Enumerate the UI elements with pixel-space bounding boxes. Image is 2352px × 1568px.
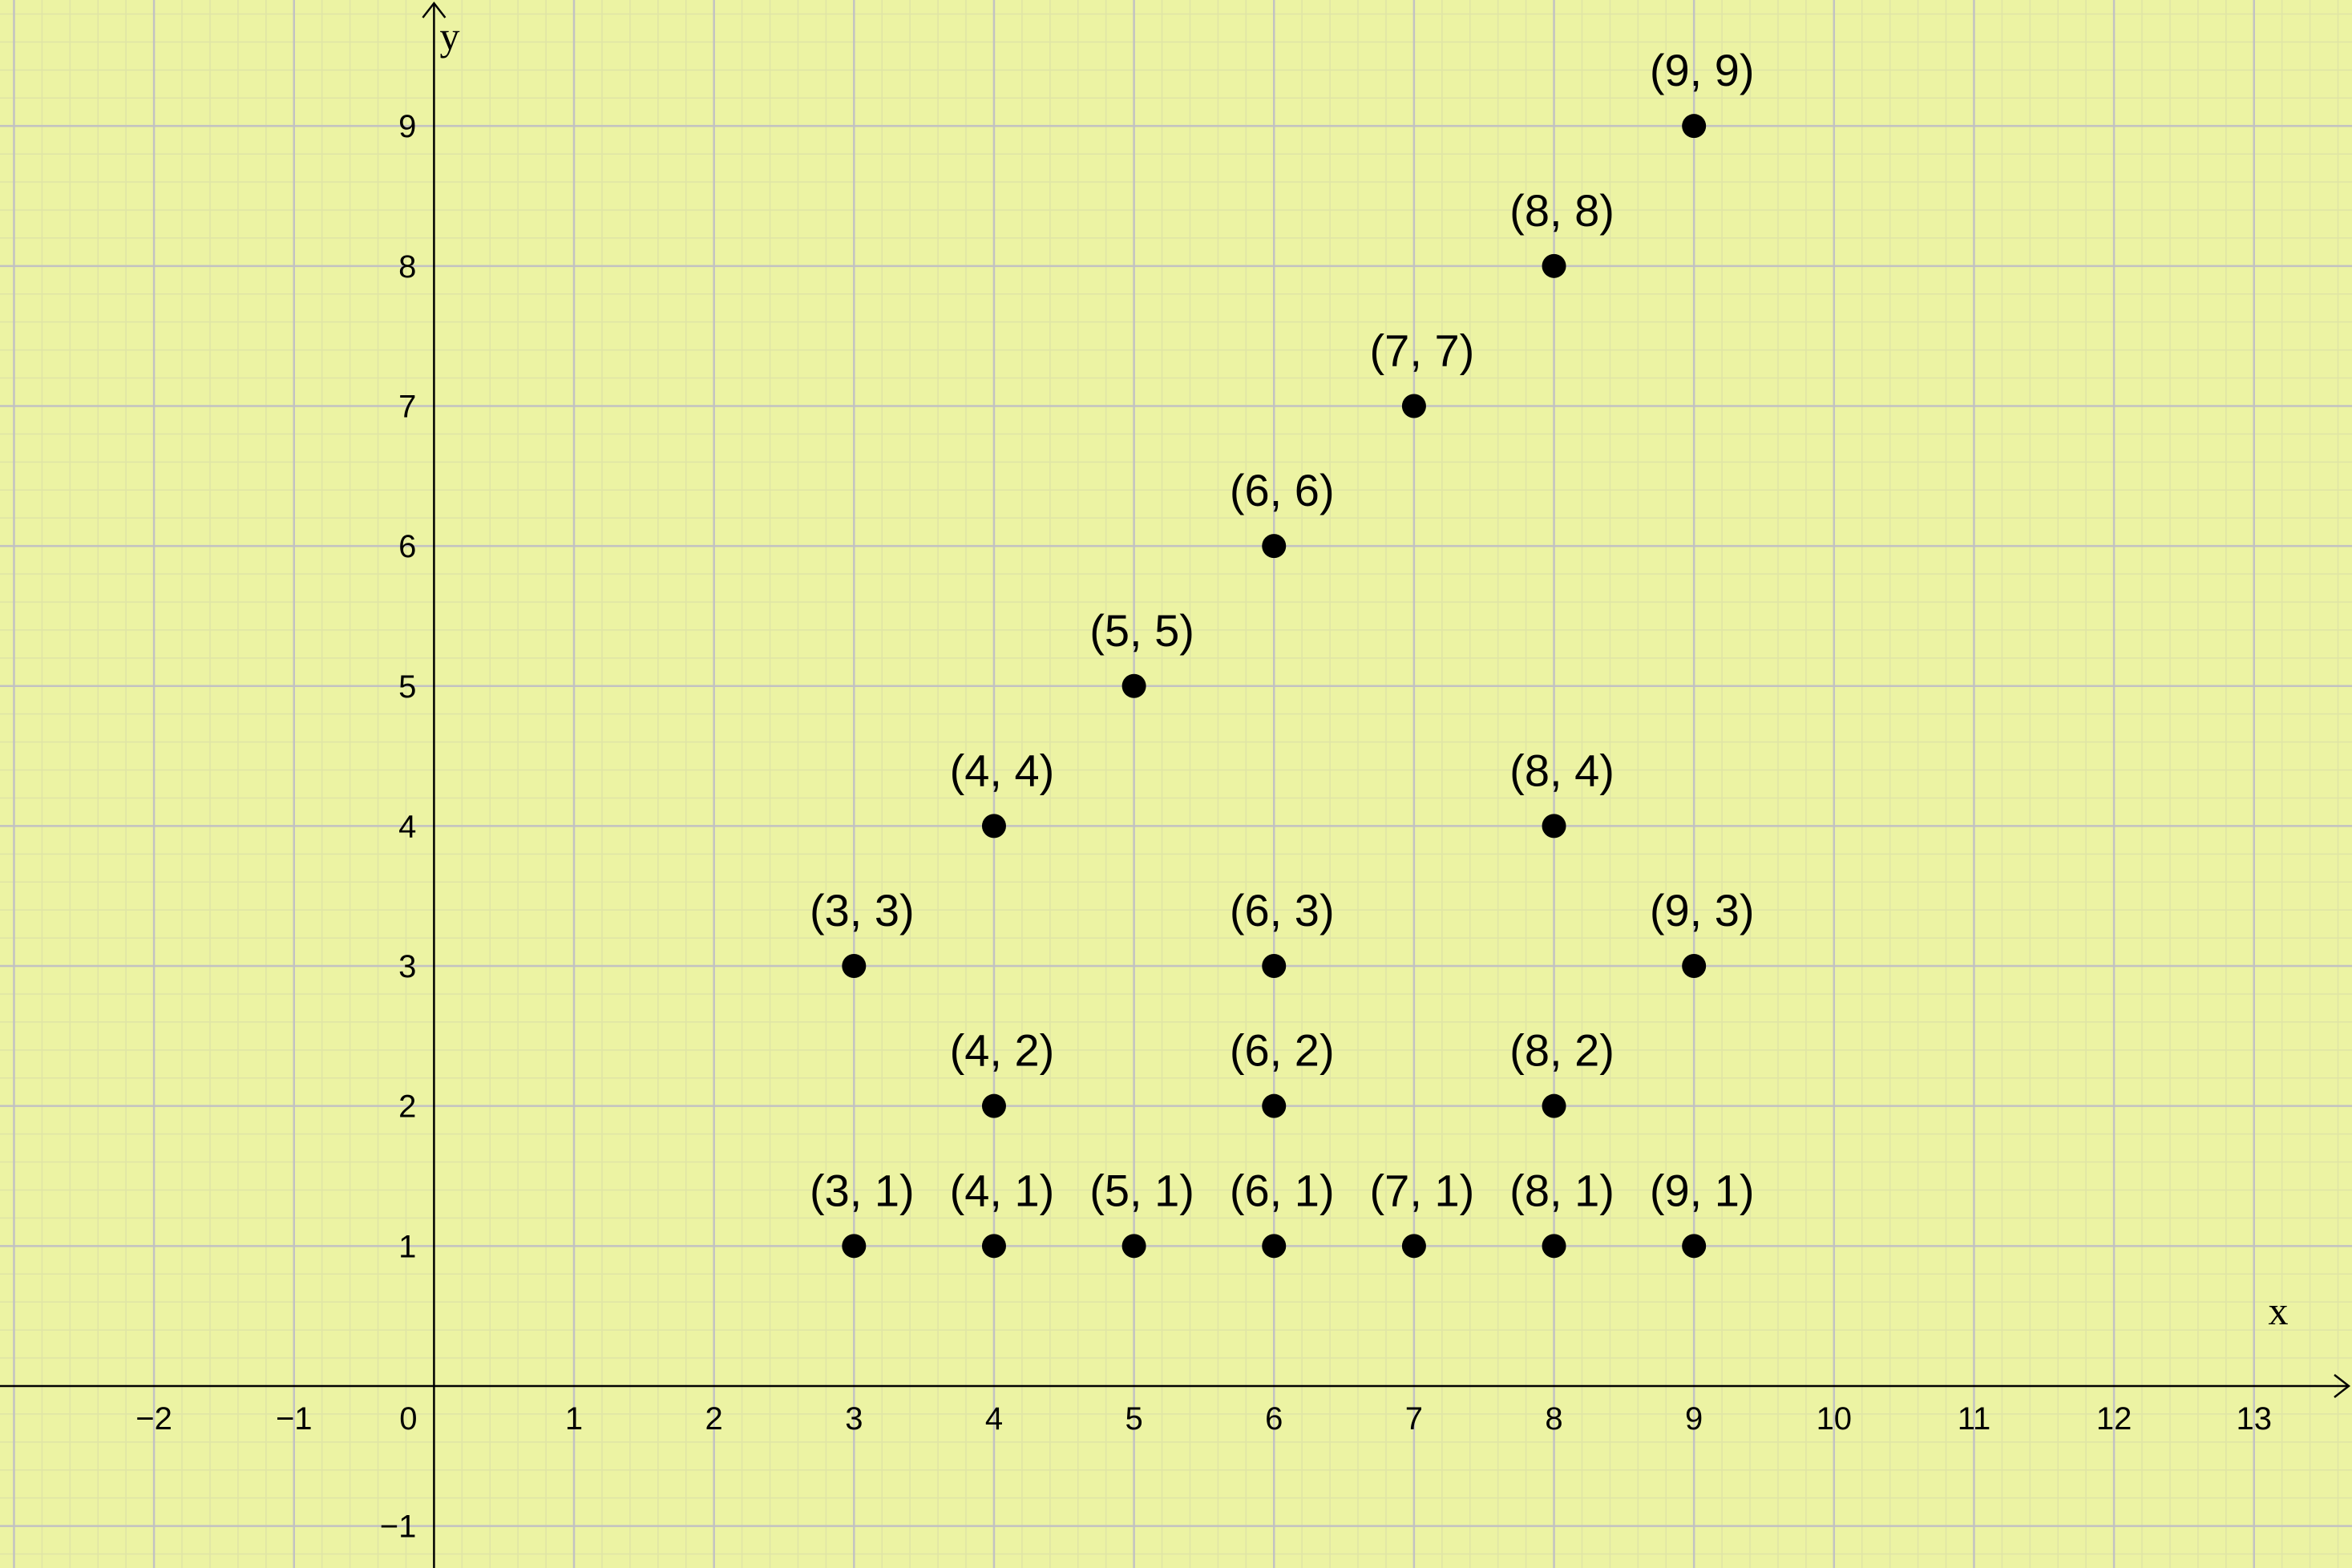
point-label: (3, 1) (810, 1165, 915, 1215)
x-tick-label: 11 (1958, 1401, 1991, 1437)
x-tick-label: 4 (985, 1401, 1003, 1437)
point-label: (8, 2) (1509, 1025, 1614, 1076)
data-point (1682, 114, 1707, 139)
data-point (1262, 954, 1287, 979)
x-tick-label: 9 (1685, 1401, 1703, 1437)
x-tick-label: 2 (705, 1401, 723, 1437)
data-point (1262, 1093, 1287, 1118)
data-point (842, 1234, 867, 1259)
y-tick-labels: −1 1 2 3 4 5 6 7 8 9 (380, 109, 417, 1544)
x-tick-label: 1 (565, 1401, 583, 1437)
data-point (1401, 1234, 1426, 1259)
point-label: (5, 1) (1089, 1165, 1194, 1215)
point-label: (4, 4) (950, 745, 1055, 795)
x-tick-label: −2 (135, 1401, 172, 1437)
x-tick-label: 6 (1265, 1401, 1283, 1437)
x-tick-label: −1 (276, 1401, 313, 1437)
y-axis-arrow (422, 1, 447, 18)
y-tick-label: 3 (398, 949, 416, 984)
x-tick-labels: −2 −1 0 1 2 3 4 5 6 7 8 9 10 11 12 13 (135, 1401, 2272, 1437)
y-tick-label: 7 (398, 389, 416, 424)
x-tick-label: 5 (1125, 1401, 1142, 1437)
y-tick-label: −1 (380, 1509, 417, 1545)
y-tick-label: 6 (398, 529, 416, 564)
data-point (1542, 253, 1566, 278)
data-point (1542, 1234, 1566, 1259)
point-label: (6, 2) (1230, 1025, 1335, 1076)
point-label: (7, 7) (1370, 325, 1475, 375)
y-tick-label: 1 (398, 1229, 416, 1264)
point-labels: (9, 9) (8, 8) (7, 7) (6, 6) (5, 5) (4, 4) (8, … (810, 45, 1755, 1215)
y-tick-label: 5 (398, 669, 416, 705)
data-point (981, 1093, 1006, 1118)
y-tick-label: 2 (398, 1089, 416, 1125)
point-label: (9, 1) (1650, 1165, 1755, 1215)
point-label: (8, 8) (1509, 185, 1614, 236)
y-tick-label: 4 (398, 809, 416, 844)
x-tick-label: 7 (1405, 1401, 1423, 1437)
x-tick-label: 10 (1817, 1401, 1853, 1437)
x-axis-label: x (2269, 1288, 2289, 1333)
x-tick-label: 8 (1545, 1401, 1562, 1437)
point-label: (4, 1) (950, 1165, 1055, 1215)
x-axis-arrow (2334, 1373, 2351, 1398)
point-label: (6, 1) (1230, 1165, 1335, 1215)
point-label: (9, 9) (1650, 45, 1755, 95)
data-point (1542, 814, 1566, 839)
point-label: (5, 5) (1089, 605, 1194, 656)
point-label: (7, 1) (1370, 1165, 1475, 1215)
point-label: (8, 4) (1509, 745, 1614, 795)
data-point (1542, 1093, 1566, 1118)
point-label: (6, 3) (1230, 885, 1335, 936)
data-point (981, 1234, 1006, 1259)
data-point (1121, 673, 1146, 698)
data-point (1682, 1234, 1707, 1259)
data-points (842, 114, 1707, 1259)
y-axis-label: y (440, 14, 460, 59)
x-tick-label: 13 (2237, 1401, 2273, 1437)
x-tick-label: 12 (2096, 1401, 2132, 1437)
point-label: (4, 2) (950, 1025, 1055, 1076)
point-label: (8, 1) (1509, 1165, 1614, 1215)
point-label: (9, 3) (1650, 885, 1755, 936)
data-point (842, 954, 867, 979)
data-point (1262, 1234, 1287, 1259)
data-point (1121, 1234, 1146, 1259)
y-tick-label: 9 (398, 109, 416, 144)
x-tick-label: 3 (845, 1401, 863, 1437)
point-label: (6, 6) (1230, 465, 1335, 515)
data-point (981, 814, 1006, 839)
y-tick-label: 8 (398, 249, 416, 285)
data-point (1262, 534, 1287, 559)
data-point (1401, 394, 1426, 418)
point-label: (3, 3) (810, 885, 915, 936)
data-point (1682, 954, 1707, 979)
x-tick-label: 0 (399, 1401, 417, 1437)
